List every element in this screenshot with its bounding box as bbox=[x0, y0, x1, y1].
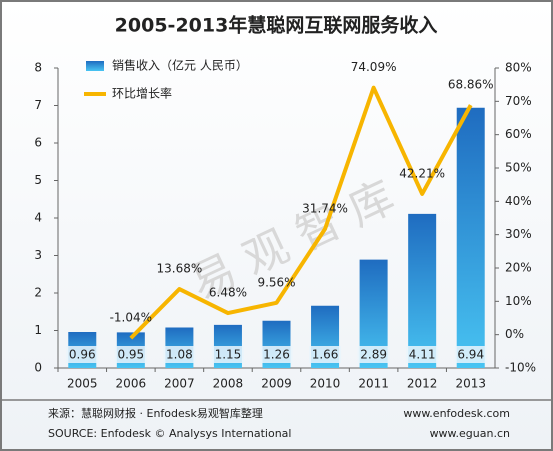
bar-label-bg bbox=[309, 346, 342, 363]
footer-site: www.eguan.cn bbox=[430, 427, 510, 440]
bar-label-bg bbox=[454, 346, 487, 363]
y2-tick-label: 40% bbox=[505, 194, 532, 208]
line-label: 9.56% bbox=[257, 275, 295, 289]
legend-label: 销售收入（亿元 人民币） bbox=[112, 58, 248, 73]
y-tick-label: 0 bbox=[34, 361, 42, 375]
chart-title: 2005-2013年慧聪网互联网服务收入 bbox=[115, 14, 438, 37]
bar-label: 1.08 bbox=[166, 348, 193, 362]
y2-tick-label: 80% bbox=[505, 61, 532, 75]
x-tick-label: 2008 bbox=[213, 377, 244, 391]
y2-tick-label: 20% bbox=[505, 261, 532, 275]
bar-label-bg bbox=[163, 346, 196, 363]
line-label: 31.74% bbox=[302, 201, 348, 215]
y-tick-label: 7 bbox=[34, 98, 42, 112]
bar-label-bg bbox=[260, 346, 293, 363]
bar-label: 0.96 bbox=[69, 348, 96, 362]
bar bbox=[408, 213, 437, 368]
legend-swatch bbox=[86, 61, 104, 71]
line-label: -1.04% bbox=[110, 311, 152, 325]
y2-tick-label: 70% bbox=[505, 94, 532, 108]
footer-source: SOURCE: Enfodesk © Analysys Internationa… bbox=[48, 427, 291, 440]
y-tick-label: 6 bbox=[34, 136, 42, 150]
bar-label: 1.15 bbox=[215, 348, 242, 362]
x-tick-label: 2007 bbox=[164, 377, 195, 391]
y2-tick-label: 50% bbox=[505, 161, 532, 175]
y-tick-label: 2 bbox=[34, 286, 42, 300]
x-tick-label: 2011 bbox=[358, 377, 389, 391]
line bbox=[129, 85, 473, 340]
y2-tick-label: -10% bbox=[505, 361, 536, 375]
line-label: 68.86% bbox=[448, 78, 494, 92]
footer-source: 来源：慧聪网财报 · Enfodesk易观智库整理 bbox=[48, 406, 263, 420]
line-label: 74.09% bbox=[351, 60, 397, 74]
footer-site: www.enfodesk.com bbox=[403, 407, 510, 420]
bar-label: 2.89 bbox=[360, 348, 387, 362]
bar-label: 6.94 bbox=[457, 348, 484, 362]
y-tick-label: 5 bbox=[34, 173, 42, 187]
bar-label-bg bbox=[406, 346, 439, 363]
y2-tick-label: 30% bbox=[505, 227, 532, 241]
x-tick-label: 2009 bbox=[261, 377, 292, 391]
line-label: 42.21% bbox=[399, 166, 445, 180]
y-tick-label: 8 bbox=[34, 61, 42, 75]
bar-label-bg bbox=[114, 346, 147, 363]
bar-label-bg bbox=[357, 346, 390, 363]
x-tick-label: 2013 bbox=[455, 377, 486, 391]
y-tick-label: 3 bbox=[34, 248, 42, 262]
bar-label-bg bbox=[211, 346, 244, 363]
bar-label: 1.26 bbox=[263, 348, 290, 362]
legend-label: 环比增长率 bbox=[112, 86, 172, 101]
x-tick-label: 2010 bbox=[310, 377, 341, 391]
y2-tick-label: 0% bbox=[505, 327, 524, 341]
x-tick-label: 2012 bbox=[407, 377, 438, 391]
x-tick-label: 2006 bbox=[116, 377, 147, 391]
y2-tick-label: 10% bbox=[505, 294, 532, 308]
line-label: 6.48% bbox=[209, 286, 247, 300]
bar-label: 0.95 bbox=[117, 348, 144, 362]
y2-tick-label: 60% bbox=[505, 127, 532, 141]
bar-label-bg bbox=[66, 346, 99, 363]
y-tick-label: 4 bbox=[34, 211, 42, 225]
bar bbox=[456, 107, 485, 368]
bar-label: 4.11 bbox=[409, 348, 436, 362]
bar-label: 1.66 bbox=[312, 348, 339, 362]
y-tick-label: 1 bbox=[34, 323, 42, 337]
x-tick-label: 2005 bbox=[67, 377, 98, 391]
line-label: 13.68% bbox=[157, 262, 203, 276]
